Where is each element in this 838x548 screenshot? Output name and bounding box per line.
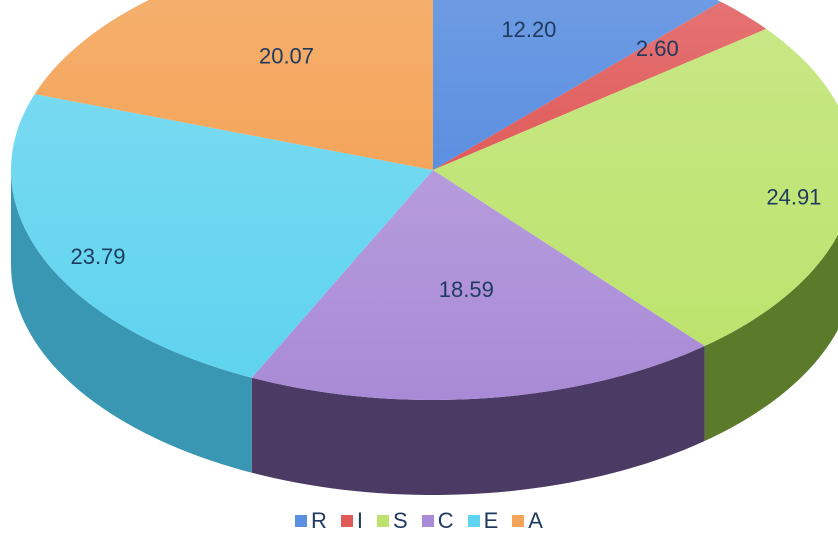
data-label-e: 23.79 <box>70 244 125 269</box>
pie-slice-r <box>433 0 721 170</box>
pie-slices <box>11 0 838 400</box>
data-label-i: 2.60 <box>636 36 679 61</box>
data-label-c: 18.59 <box>439 277 494 302</box>
data-label-a: 20.07 <box>259 43 314 68</box>
legend-swatch-s <box>377 515 390 527</box>
legend-label-i: I <box>356 508 364 533</box>
legend-item-c: C <box>421 508 454 534</box>
legend-item-a: A <box>512 508 543 534</box>
pie-side-c <box>251 346 705 495</box>
pie-sides <box>11 170 838 495</box>
legend-label-s: S <box>393 508 408 533</box>
legend-item-r: R <box>295 508 327 534</box>
pie-side-s <box>704 234 838 442</box>
legend-swatch-i <box>340 515 353 527</box>
pie-slice-c <box>251 170 705 400</box>
legend-swatch-r <box>295 515 308 527</box>
pie-slice-a <box>34 0 433 170</box>
legend-item-e: E <box>467 508 499 534</box>
pie-slice-i <box>433 1 767 170</box>
legend-item-s: S <box>377 508 408 534</box>
data-label-r: 12.20 <box>501 17 556 42</box>
legend-item-i: I <box>340 508 364 534</box>
pie-slice-s <box>433 28 838 347</box>
chart-legend: R I S C E A <box>0 508 838 534</box>
legend-label-c: C <box>437 508 454 533</box>
legend-swatch-a <box>512 515 525 527</box>
pie-side-e <box>11 170 252 473</box>
legend-swatch-e <box>467 515 480 527</box>
legend-label-r: R <box>311 508 327 533</box>
legend-label-e: E <box>483 508 499 533</box>
pie-data-labels: 12.20 2.60 24.91 18.59 23.79 20.07 <box>70 17 821 302</box>
pie-slice-e <box>11 94 434 378</box>
data-label-s: 24.91 <box>766 185 821 210</box>
legend-swatch-c <box>421 515 434 527</box>
legend-label-a: A <box>528 508 543 533</box>
